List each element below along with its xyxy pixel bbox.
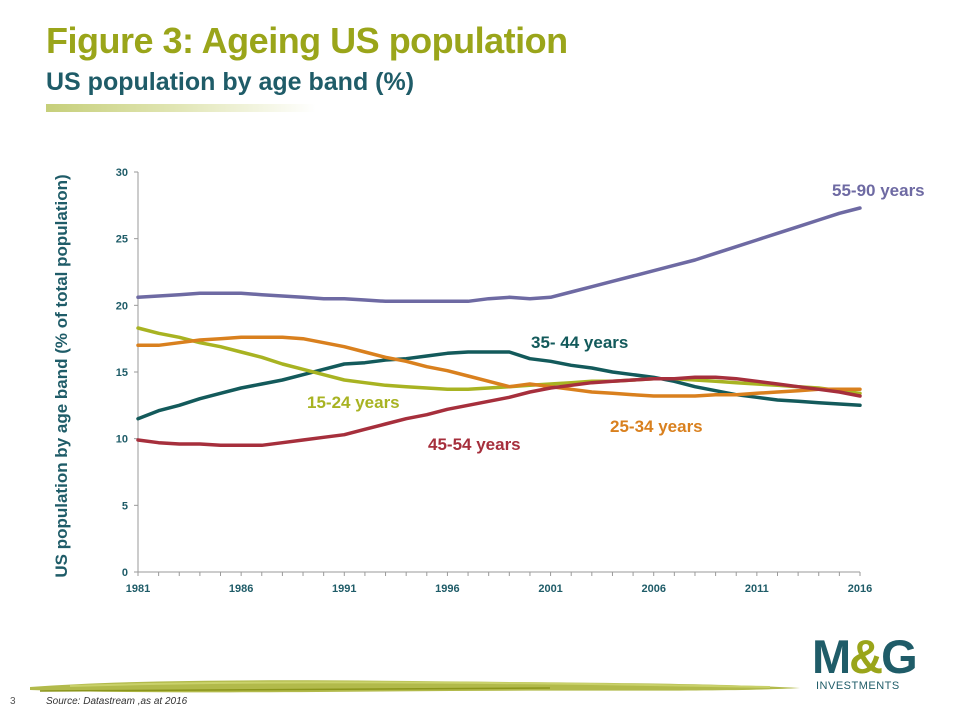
x-tick-label: 2001 <box>538 583 562 595</box>
title-underline <box>46 104 316 112</box>
series-line-45-54-years <box>136 375 862 448</box>
mg-investments-logo: M&G INVESTMENTS <box>812 632 930 700</box>
x-tick-label: 1996 <box>435 583 459 595</box>
y-tick-label: 25 <box>116 234 128 246</box>
series-label: 45-54 years <box>428 435 521 454</box>
brush-stroke-divider <box>30 680 800 693</box>
logo-subtitle: INVESTMENTS <box>816 680 900 692</box>
y-tick-label: 15 <box>116 367 128 379</box>
y-tick-label: 30 <box>116 167 128 179</box>
source-note: Source: Datastream ,as at 2016 <box>46 696 188 707</box>
figure-title: Figure 3: Ageing US population <box>46 20 568 61</box>
y-tick-label: 0 <box>122 567 128 579</box>
x-tick-label: 1991 <box>332 583 356 595</box>
figure-subtitle: US population by age band (%) <box>46 68 415 96</box>
x-tick-label: 1981 <box>126 583 150 595</box>
series-line-25-34-years <box>136 335 862 398</box>
series-line-15-24-years <box>136 326 862 396</box>
series-label: 35- 44 years <box>531 333 628 352</box>
series-line-55-90-years <box>136 206 862 304</box>
x-tick-label: 1986 <box>229 583 253 595</box>
series-label: 55-90 years <box>832 181 925 200</box>
logo-mark: M&G <box>812 630 918 683</box>
y-tick-label: 20 <box>116 300 128 312</box>
x-tick-label: 2006 <box>641 583 665 595</box>
y-tick-label: 10 <box>116 434 128 446</box>
x-tick-label: 2011 <box>745 583 769 595</box>
y-tick-label: 5 <box>122 500 128 512</box>
page-number: 3 <box>10 696 16 707</box>
x-tick-label: 2016 <box>848 583 872 595</box>
series-label: 15-24 years <box>307 393 400 412</box>
series-label: 25-34 years <box>610 417 703 436</box>
